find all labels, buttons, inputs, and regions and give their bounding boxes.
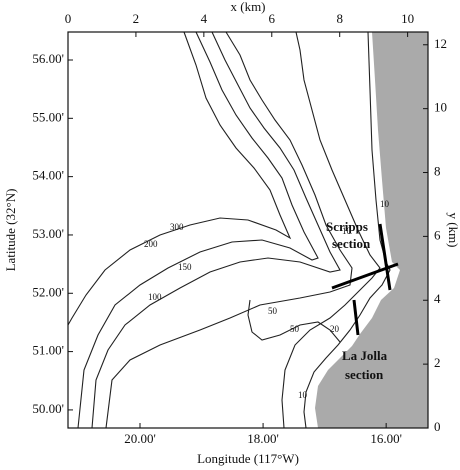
- y-tick-label: 12: [434, 36, 447, 51]
- lat-tick-label: 55.00': [32, 109, 64, 124]
- contour: [77, 31, 319, 429]
- lat-tick-label: 56.00': [32, 51, 64, 66]
- x-tick-label: 6: [269, 11, 276, 26]
- lat-tick-label: 54.00': [32, 168, 64, 183]
- lat-tick-label: 51.00': [32, 343, 64, 358]
- section-label: Scripps: [326, 219, 368, 234]
- x-tick-label: 0: [65, 11, 72, 26]
- y-tick-label: 8: [434, 164, 441, 179]
- lon-tick-label: 20.00': [124, 431, 156, 446]
- y-tick-label: 2: [434, 355, 441, 370]
- axis-title: y (km): [446, 212, 460, 247]
- contour-label: 10: [298, 390, 308, 400]
- contour: [105, 31, 353, 429]
- x-tick-label: 8: [336, 11, 343, 26]
- x-tick-label: 2: [133, 11, 140, 26]
- contour-label: 10: [380, 199, 390, 209]
- contour-label: 50: [290, 324, 300, 334]
- section-label: La Jolla: [342, 348, 388, 363]
- contour: [91, 31, 341, 429]
- section-label: section: [345, 367, 384, 382]
- contour: [281, 31, 381, 429]
- lat-tick-label: 50.00': [32, 401, 64, 416]
- section-label: section: [332, 236, 371, 251]
- lon-tick-label: 16.00': [370, 431, 402, 446]
- contour-label: 50: [268, 306, 278, 316]
- lat-tick-label: 53.00': [32, 226, 64, 241]
- contour-label: 100: [148, 292, 162, 302]
- contour-label: 150: [178, 262, 192, 272]
- section-line: [331, 223, 399, 336]
- x-tick-label: 4: [201, 11, 208, 26]
- y-tick-label: 0: [434, 419, 441, 434]
- lon-tick-label: 18.00': [247, 431, 279, 446]
- contour-label: 10: [342, 226, 352, 236]
- contour-label: 20: [330, 324, 340, 334]
- axis-title: x (km): [230, 0, 265, 14]
- y-tick-label: 10: [434, 100, 447, 115]
- y-tick-label: 6: [434, 227, 441, 242]
- lat-tick-label: 52.00': [32, 284, 64, 299]
- contour: [303, 31, 391, 429]
- x-tick-label: 10: [401, 11, 414, 26]
- contour-label: 300: [170, 222, 184, 232]
- frame: [67, 31, 429, 429]
- axis-title: Longitude (117°W): [197, 451, 299, 466]
- land: [315, 32, 428, 428]
- contour-label: 200: [144, 239, 158, 249]
- contour: [67, 31, 292, 326]
- y-tick-label: 4: [434, 291, 441, 306]
- contour: [247, 299, 341, 343]
- axis-title: Latitude (32°N): [3, 189, 18, 272]
